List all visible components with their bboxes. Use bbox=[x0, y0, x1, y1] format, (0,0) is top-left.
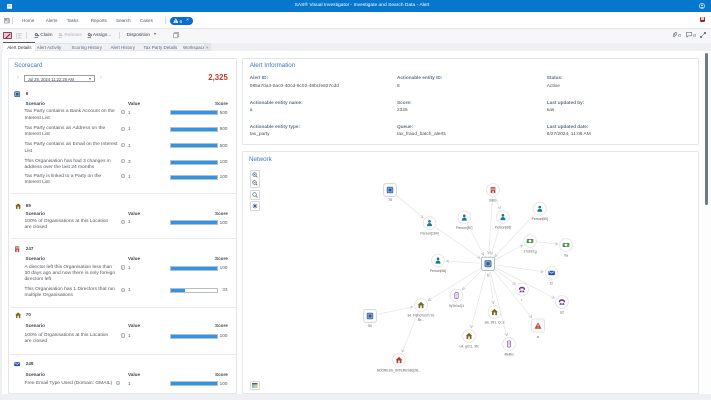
svg-text:78: 78 bbox=[388, 198, 392, 202]
svg-text:u4. gii t1. 3N: u4. gii t1. 3N bbox=[459, 345, 479, 349]
svg-text:6: 6 bbox=[487, 274, 489, 278]
svg-text:34. Fishchurch St.: 34. Fishchurch St. bbox=[407, 314, 434, 318]
svg-text:3w. 391. Q. 2: 3w. 391. Q. 2 bbox=[485, 321, 505, 325]
svg-text:Person[67]: Person[67] bbox=[456, 226, 472, 230]
svg-text:a: a bbox=[537, 335, 539, 339]
svg-text:Br...: Br... bbox=[418, 318, 424, 322]
svg-text:Person[66]: Person[66] bbox=[430, 269, 446, 273]
svg-text:Person[65]: Person[65] bbox=[532, 217, 548, 221]
svg-text:17ube1g: 17ube1g bbox=[523, 250, 536, 254]
svg-text:Person[68]: Person[68] bbox=[495, 226, 511, 230]
svg-text:50: 50 bbox=[368, 324, 372, 328]
svg-text:9yTe1sQ1: 9yTe1sQ1 bbox=[449, 304, 464, 308]
svg-text:Person[164]: Person[164] bbox=[420, 232, 438, 236]
svg-text:9a: 9a bbox=[564, 254, 568, 258]
svg-text:U2: U2 bbox=[560, 311, 564, 315]
svg-text:BBG: BBG bbox=[489, 199, 497, 203]
svg-text:4teBG: 4teBG bbox=[504, 353, 514, 357]
svg-text:f2: f2 bbox=[550, 282, 553, 286]
svg-text:r: r bbox=[521, 298, 523, 302]
svg-text:ADDRESS_INTERES8Q2B...: ADDRESS_INTERES8Q2B... bbox=[377, 369, 422, 373]
